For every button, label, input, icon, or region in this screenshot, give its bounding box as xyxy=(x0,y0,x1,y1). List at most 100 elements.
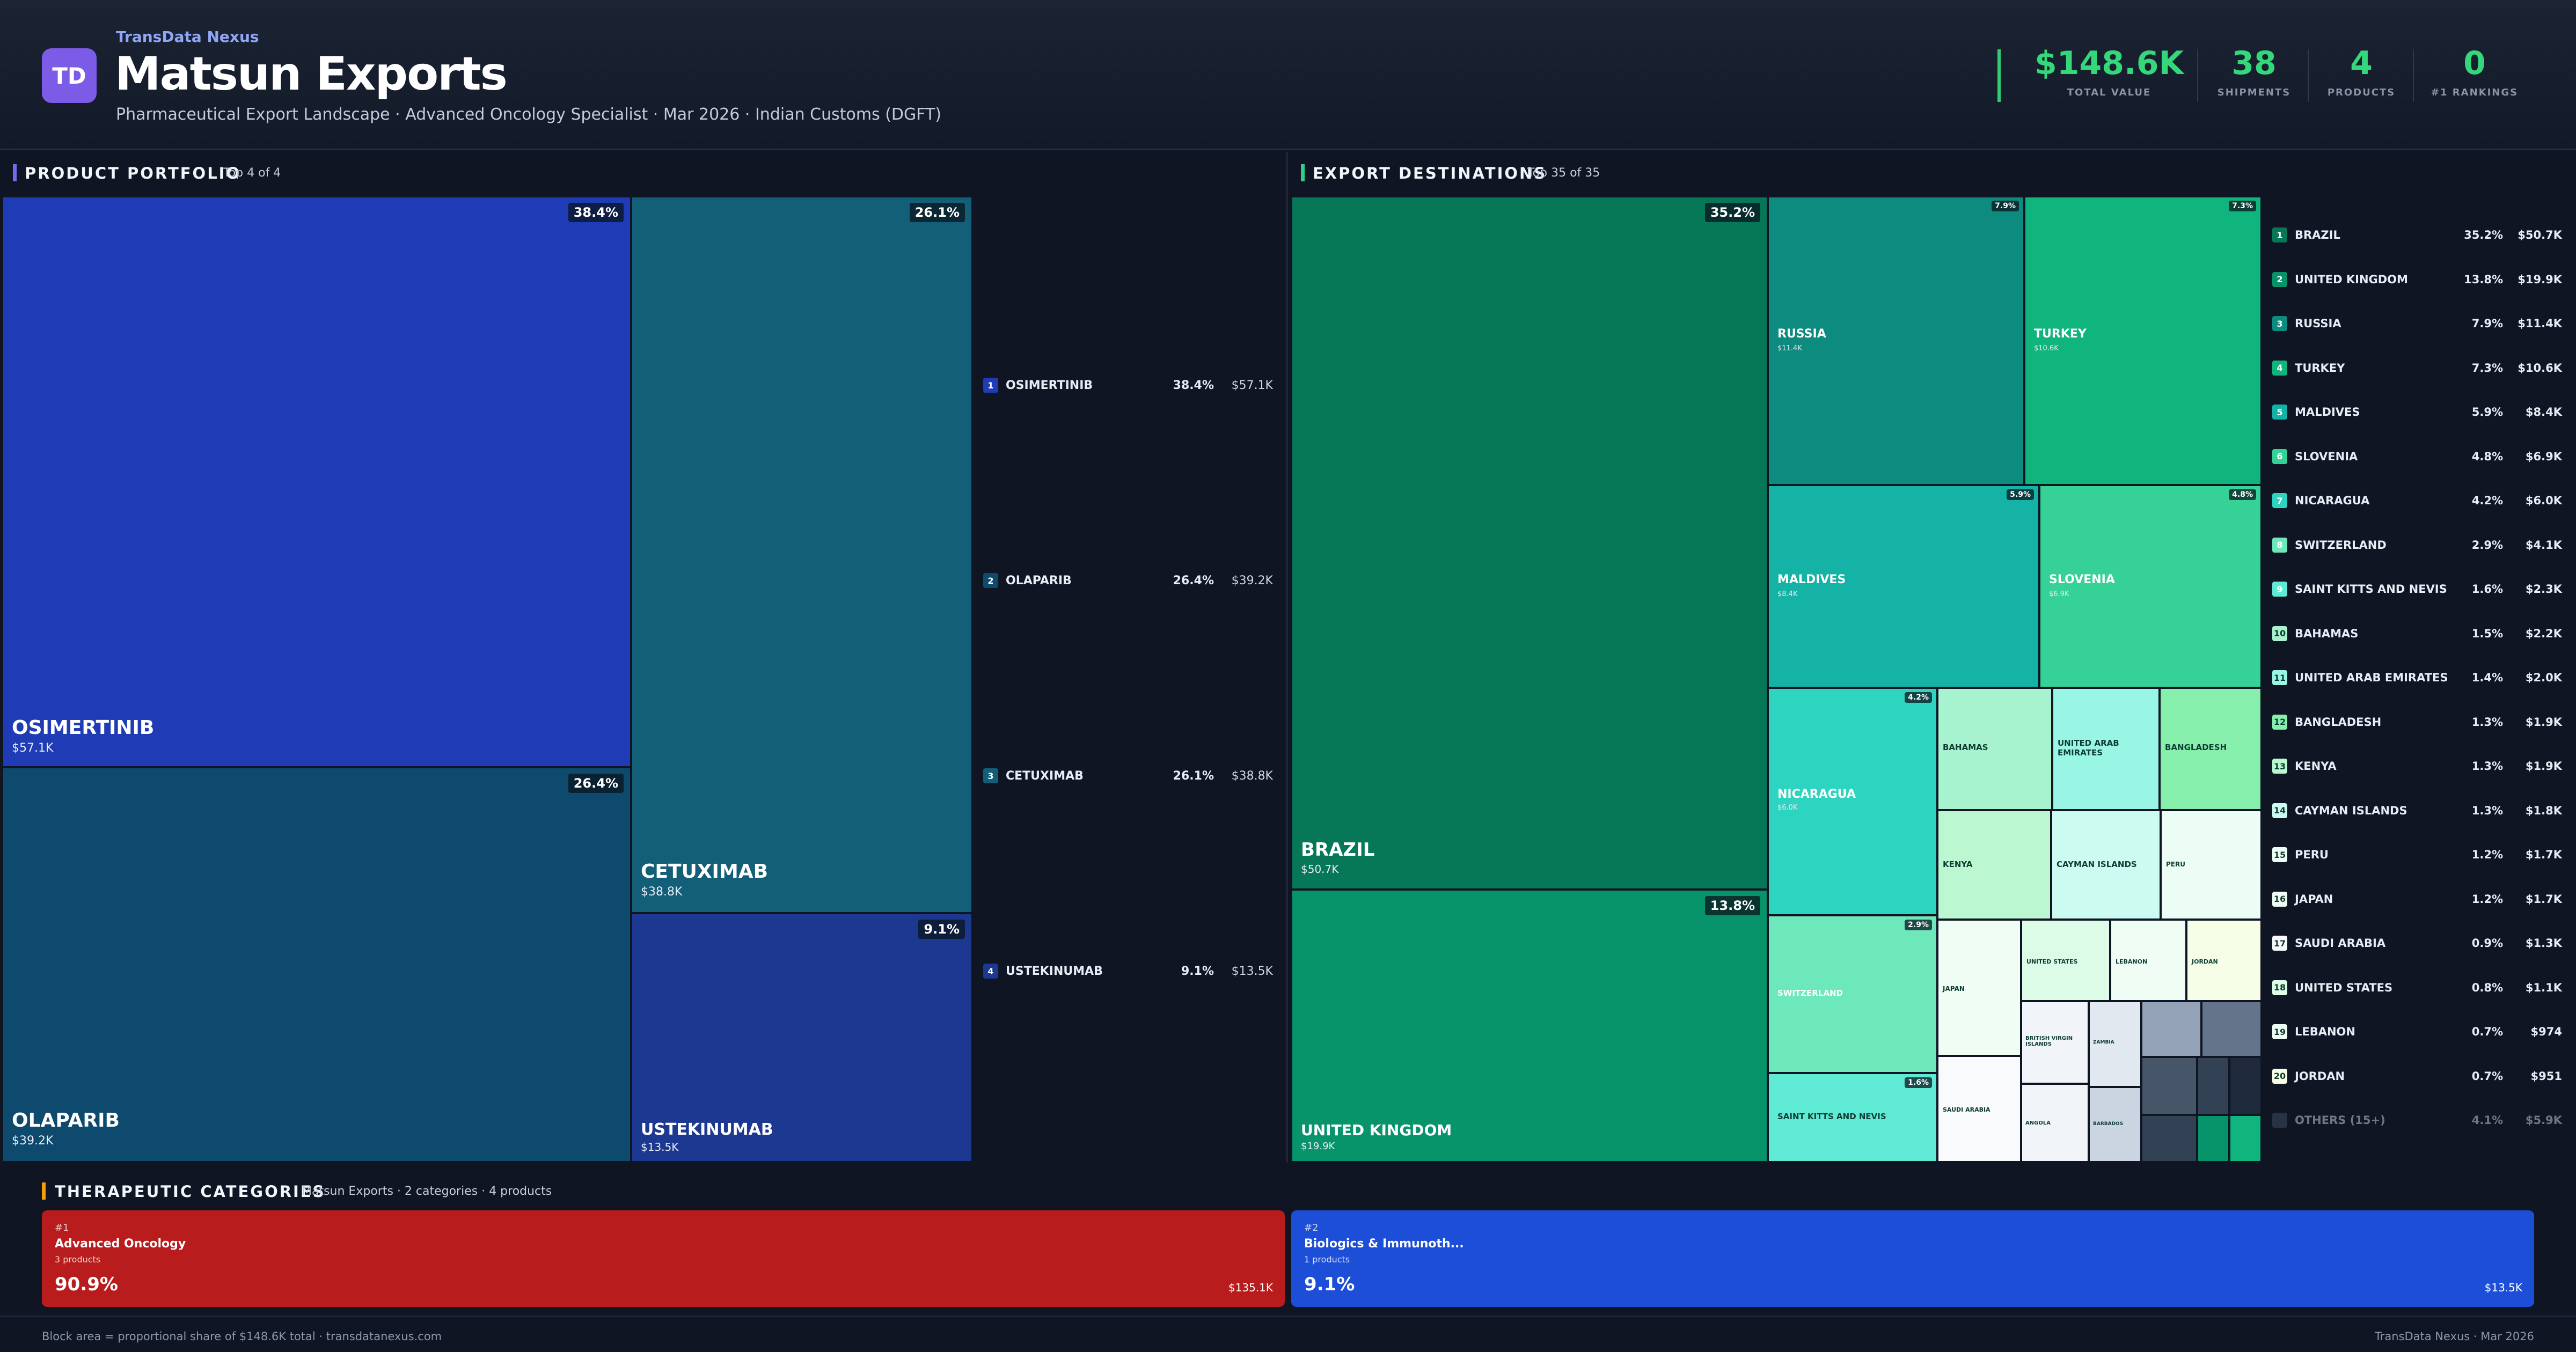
tile-barbados[interactable]: BARBADOS xyxy=(2089,1087,2141,1162)
tile-small-country[interactable] xyxy=(2141,1057,2197,1115)
list-item[interactable]: 15 PERU 1.2% $1.7K xyxy=(2272,847,2562,862)
list-item[interactable]: 5 MALDIVES 5.9% $8.4K xyxy=(2272,405,2562,420)
tile-brazil[interactable]: 35.2% BRAZIL $50.7K xyxy=(1291,196,1768,890)
tile-slovenia[interactable]: 4.8% SLOVENIA $6.9K xyxy=(2039,485,2262,688)
list-item[interactable]: 1 BRAZIL 35.2% $50.7K xyxy=(2272,227,2562,243)
tile-name: JAPAN xyxy=(1943,985,1965,993)
rank-name: UNITED KINGDOM xyxy=(2295,273,2408,286)
tile-bangladesh[interactable]: BANGLADESH xyxy=(2160,688,2262,810)
rank-badge: 13 xyxy=(2272,759,2287,774)
list-item[interactable]: 18 UNITED STATES 0.8% $1.1K xyxy=(2272,980,2562,995)
list-item[interactable]: 16 JAPAN 1.2% $1.7K xyxy=(2272,891,2562,907)
tile-saint-kitts-and-nevis[interactable]: 1.6% SAINT KITTS AND NEVIS xyxy=(1768,1073,1937,1162)
rank-name: BRAZIL xyxy=(2295,229,2340,241)
list-item[interactable]: 6 SLOVENIA 4.8% $6.9K xyxy=(2272,449,2562,464)
kpi-label: #1 RANKINGS xyxy=(2431,87,2519,98)
tile-saudi-arabia[interactable]: SAUDI ARABIA xyxy=(1937,1056,2021,1162)
tile-cayman-islands[interactable]: CAYMAN ISLANDS xyxy=(2051,810,2161,920)
tile-russia[interactable]: 7.9% RUSSIA $11.4K xyxy=(1768,196,2024,485)
list-item[interactable]: 20 JORDAN 0.7% $951 xyxy=(2272,1068,2562,1084)
tile-ustekinumab[interactable]: 9.1% USTEKINUMAB $13.5K xyxy=(631,913,972,1162)
tile-switzerland[interactable]: 2.9% SWITZERLAND xyxy=(1768,915,1937,1073)
tile-small-country[interactable] xyxy=(2229,1115,2262,1162)
tile-pct: 9.1% xyxy=(918,920,965,939)
list-item[interactable]: 2 OLAPARIB 26.4% $39.2K xyxy=(983,573,1273,588)
tile-pct: 38.4% xyxy=(568,203,624,222)
tile-zambia[interactable]: ZAMBIA xyxy=(2089,1001,2141,1087)
list-item[interactable]: 4 USTEKINUMAB 9.1% $13.5K xyxy=(983,964,1273,979)
rank-pct: 0.9% xyxy=(2471,937,2503,950)
tile-pct: 5.9% xyxy=(2007,489,2034,500)
list-item[interactable]: 2 UNITED KINGDOM 13.8% $19.9K xyxy=(2272,271,2562,287)
rank-value: $2.2K xyxy=(2525,627,2562,640)
tile-japan[interactable]: JAPAN xyxy=(1937,920,2021,1056)
list-item[interactable]: 13 KENYA 1.3% $1.9K xyxy=(2272,759,2562,774)
list-item[interactable]: 3 RUSSIA 7.9% $11.4K xyxy=(2272,316,2562,331)
list-item[interactable]: 8 SWITZERLAND 2.9% $4.1K xyxy=(2272,537,2562,553)
tile-maldives[interactable]: 5.9% MALDIVES $8.4K xyxy=(1768,485,2039,688)
list-item[interactable]: 4 TURKEY 7.3% $10.6K xyxy=(2272,360,2562,376)
rank-pct: 1.4% xyxy=(2471,671,2503,684)
tile-name: CAYMAN ISLANDS xyxy=(2057,859,2137,869)
tile-value: $6.9K xyxy=(2049,590,2069,598)
tile-jordan[interactable]: JORDAN xyxy=(2186,920,2262,1001)
list-item[interactable]: 10 BAHAMAS 1.5% $2.2K xyxy=(2272,626,2562,641)
rank-pct: 0.8% xyxy=(2471,981,2503,994)
tile-small-country[interactable] xyxy=(2201,1001,2262,1057)
tile-small-country[interactable] xyxy=(2141,1001,2201,1057)
tile-small-country[interactable] xyxy=(2197,1115,2229,1162)
rank-value: $2.3K xyxy=(2525,583,2562,596)
tile-small-country[interactable] xyxy=(2141,1115,2197,1162)
list-item[interactable]: 14 CAYMAN ISLANDS 1.3% $1.8K xyxy=(2272,803,2562,818)
destinations-title-bar xyxy=(1301,164,1305,181)
tile-bahamas[interactable]: BAHAMAS xyxy=(1937,688,2052,810)
tile-lebanon[interactable]: LEBANON xyxy=(2110,920,2186,1001)
tile-pct: 13.8% xyxy=(1704,896,1760,915)
list-item[interactable]: 3 CETUXIMAB 26.1% $38.8K xyxy=(983,768,1273,783)
tile-name: MALDIVES xyxy=(1777,573,1846,586)
list-item[interactable]: 12 BANGLADESH 1.3% $1.9K xyxy=(2272,714,2562,730)
category-card-advanced-oncology[interactable]: #1 Advanced Oncology 3 products 90.9% $1… xyxy=(42,1210,1285,1307)
rank-value: $1.1K xyxy=(2525,981,2562,994)
tile-angola[interactable]: ANGOLA xyxy=(2021,1084,2089,1162)
destinations-subtitle: Top 35 of 35 xyxy=(1527,166,1600,180)
tile-united-kingdom[interactable]: 13.8% UNITED KINGDOM $19.9K xyxy=(1291,890,1768,1162)
tile-united-states[interactable]: UNITED STATES xyxy=(2021,920,2110,1001)
rank-name: BANGLADESH xyxy=(2295,715,2382,729)
tile-olaparib[interactable]: 26.4% OLAPARIB $39.2K xyxy=(2,767,631,1162)
rank-badge: 11 xyxy=(2272,670,2287,685)
tile-name: UNITED ARAB EMIRATES xyxy=(2058,738,2119,758)
tile-turkey[interactable]: 7.3% TURKEY $10.6K xyxy=(2024,196,2262,485)
rank-pct: 1.3% xyxy=(2471,760,2503,773)
list-item[interactable]: 1 OSIMERTINIB 38.4% $57.1K xyxy=(983,378,1273,393)
rank-value: $6.0K xyxy=(2525,494,2562,507)
tile-small-country[interactable] xyxy=(2229,1057,2262,1115)
page-title: Matsun Exports xyxy=(115,47,508,101)
list-item[interactable]: 19 LEBANON 0.7% $974 xyxy=(2272,1024,2562,1039)
rank-name: OSIMERTINIB xyxy=(1006,378,1093,392)
tile-value: $13.5K xyxy=(641,1141,679,1153)
kpi-value: 0 xyxy=(2463,45,2486,82)
rank-badge: 1 xyxy=(983,378,998,393)
tile-small-country[interactable] xyxy=(2197,1057,2229,1115)
tile-peru[interactable]: PERU xyxy=(2161,810,2262,920)
tile-osimertinib[interactable]: 38.4% OSIMERTINIB $57.1K xyxy=(2,196,631,767)
tile-nicaragua[interactable]: 4.2% NICARAGUA $6.0K xyxy=(1768,688,1937,915)
tile-cetuximab[interactable]: 26.1% CETUXIMAB $38.8K xyxy=(631,196,972,913)
list-item-others[interactable]: OTHERS (15+) 4.1% $5.9K xyxy=(2272,1113,2562,1128)
rank-badge: 19 xyxy=(2272,1024,2287,1039)
list-item[interactable]: 9 SAINT KITTS AND NEVIS 1.6% $2.3K xyxy=(2272,582,2562,597)
tile-name: BAHAMAS xyxy=(1943,743,1988,752)
rank-pct: 35.2% xyxy=(2464,229,2503,241)
rank-badge: 4 xyxy=(2272,360,2287,376)
list-item[interactable]: 11 UNITED ARAB EMIRATES 1.4% $2.0K xyxy=(2272,670,2562,685)
tile-value: $10.6K xyxy=(2034,344,2059,352)
list-item[interactable]: 7 NICARAGUA 4.2% $6.0K xyxy=(2272,493,2562,508)
tile-british-virgin-islands[interactable]: BRITISH VIRGIN ISLANDS xyxy=(2021,1001,2089,1084)
tile-kenya[interactable]: KENYA xyxy=(1937,810,2051,920)
tile-uae[interactable]: UNITED ARAB EMIRATES xyxy=(2052,688,2160,810)
category-card-biologics[interactable]: #2 Biologics & Immunoth... 1 products 9.… xyxy=(1291,1210,2534,1307)
portfolio-title: PRODUCT PORTFOLIO xyxy=(25,164,241,182)
list-item[interactable]: 17 SAUDI ARABIA 0.9% $1.3K xyxy=(2272,936,2562,951)
rank-pct: 7.9% xyxy=(2471,317,2503,330)
